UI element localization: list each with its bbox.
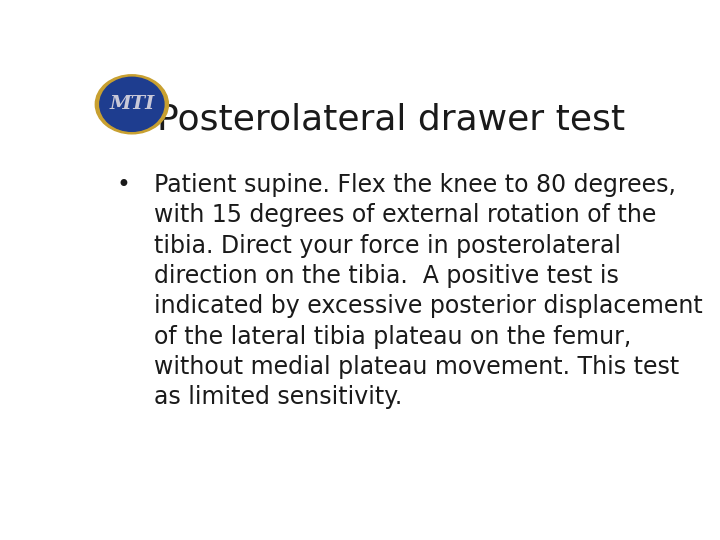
Text: MTI: MTI bbox=[109, 95, 155, 113]
Text: as limited sensitivity.: as limited sensitivity. bbox=[154, 386, 402, 409]
Text: indicated by excessive posterior displacement: indicated by excessive posterior displac… bbox=[154, 294, 703, 318]
Text: Patient supine. Flex the knee to 80 degrees,: Patient supine. Flex the knee to 80 degr… bbox=[154, 173, 676, 197]
Text: Posterolateral drawer test: Posterolateral drawer test bbox=[157, 102, 626, 136]
Ellipse shape bbox=[95, 75, 168, 134]
Text: •: • bbox=[117, 173, 130, 197]
Text: with 15 degrees of external rotation of the: with 15 degrees of external rotation of … bbox=[154, 203, 657, 227]
Text: direction on the tibia.  A positive test is: direction on the tibia. A positive test … bbox=[154, 264, 619, 288]
Ellipse shape bbox=[100, 77, 164, 131]
Text: tibia. Direct your force in posterolateral: tibia. Direct your force in posterolater… bbox=[154, 234, 621, 258]
Text: without medial plateau movement. This test: without medial plateau movement. This te… bbox=[154, 355, 680, 379]
Text: of the lateral tibia plateau on the femur,: of the lateral tibia plateau on the femu… bbox=[154, 325, 631, 349]
